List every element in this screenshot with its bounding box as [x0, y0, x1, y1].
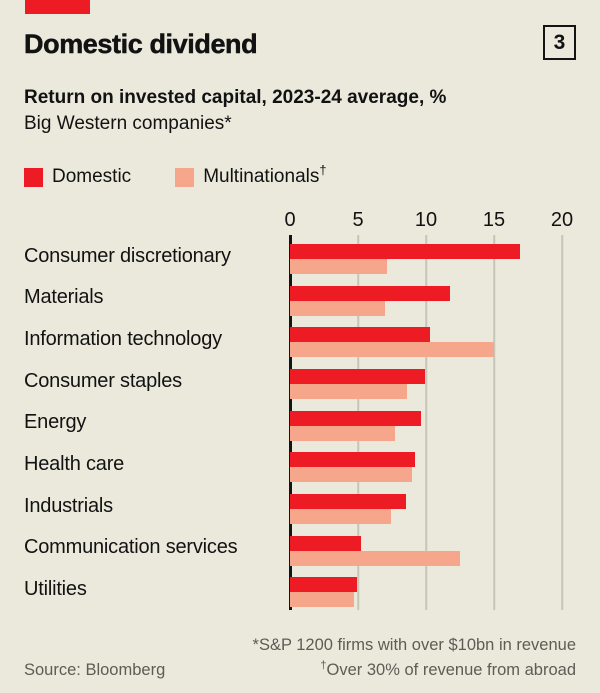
gridline	[561, 235, 563, 610]
bar-multinationals	[290, 300, 386, 316]
legend-swatch-icon	[24, 167, 43, 187]
x-axis-spacer	[24, 209, 290, 234]
table-row: Consumer discretionary	[24, 235, 576, 277]
dagger-mark: †	[320, 659, 327, 672]
footnote-2: †Over 30% of revenue from abroad	[24, 658, 576, 683]
category-label: Information technology	[24, 328, 222, 351]
bar-domestic	[290, 244, 520, 259]
source-credit: Source: Bloomberg	[24, 660, 166, 679]
legend-item-domestic: Domestic	[24, 166, 131, 188]
bar-domestic	[290, 493, 406, 509]
bar-group	[290, 485, 562, 527]
category-label: Consumer staples	[24, 369, 182, 392]
footnote-2-text: Over 30% of revenue from abroad	[326, 660, 576, 679]
bar-multinationals	[290, 342, 494, 358]
category-label: Utilities	[24, 578, 87, 601]
table-row: Health care	[24, 443, 576, 485]
subtitle-line1: Return on invested capital, 2023-24 aver…	[24, 87, 447, 108]
category-label: Materials	[24, 286, 104, 309]
subtitle-line2: Big Western companies*	[24, 113, 232, 134]
bar-group	[290, 402, 562, 444]
plot-area: Consumer discretionary Materials Informati…	[24, 235, 576, 610]
bar-multinationals	[290, 592, 354, 608]
bar-multinationals	[290, 550, 460, 566]
bar-multinationals	[290, 383, 407, 399]
legend-label: Multinationals†	[203, 162, 327, 187]
bar-domestic	[290, 285, 451, 301]
bar-group	[290, 277, 562, 319]
category-label: Communication services	[24, 536, 238, 559]
footer: *S&P 1200 firms with over $10bn in reven…	[24, 633, 576, 683]
bar-domestic	[290, 327, 431, 343]
table-row: Consumer staples	[24, 360, 576, 402]
gridline	[425, 235, 427, 610]
table-row: Information technology	[24, 318, 576, 360]
bar-multinationals	[290, 259, 387, 274]
figure-number: 3	[553, 30, 566, 54]
bar-domestic	[290, 368, 425, 384]
category-label: Consumer discretionary	[24, 244, 231, 267]
x-tick-label: 10	[414, 209, 438, 231]
bar-multinationals	[290, 467, 413, 483]
bar-group	[290, 360, 562, 402]
category-label: Industrials	[24, 494, 113, 517]
legend-item-multinationals: Multinationals†	[175, 162, 327, 188]
page-title: Domestic dividend	[24, 29, 258, 59]
bar-domestic	[290, 452, 416, 468]
bar-domestic	[290, 535, 361, 551]
header: Domestic dividend 3	[24, 25, 576, 60]
x-tick-label: 5	[352, 209, 364, 231]
bar-group	[290, 443, 562, 485]
legend: Domestic Multinationals†	[24, 162, 576, 188]
category-label: Health care	[24, 453, 125, 476]
x-tick-label: 0	[284, 209, 296, 231]
bar-group	[290, 527, 562, 569]
legend-swatch-icon	[175, 167, 195, 187]
bar-rows: Consumer discretionary Materials Informati…	[24, 235, 576, 610]
figure-number-badge: 3	[543, 25, 576, 60]
x-axis-ticks: 0 5 10 15 20	[284, 209, 573, 234]
brand-tab	[25, 0, 90, 14]
table-row: Utilities	[24, 568, 576, 610]
bar-multinationals	[290, 425, 395, 441]
legend-label: Domestic	[52, 166, 132, 187]
table-row: Communication services	[24, 527, 576, 569]
table-row: Industrials	[24, 485, 576, 527]
bar-group	[290, 318, 562, 360]
subtitle-block: Return on invested capital, 2023-24 aver…	[24, 85, 576, 137]
dagger-mark: †	[319, 162, 327, 178]
bar-domestic	[290, 410, 421, 426]
category-label: Energy	[24, 411, 87, 434]
table-row: Materials	[24, 277, 576, 319]
bar-group	[290, 235, 562, 277]
bar-group	[290, 568, 562, 610]
x-axis: 0 5 10 15 20	[24, 209, 576, 234]
x-tick-label: 20	[550, 209, 574, 231]
bar-domestic	[290, 577, 357, 593]
bar-multinationals	[290, 508, 391, 524]
x-tick-label: 15	[482, 209, 506, 231]
gridline	[493, 235, 495, 610]
table-row: Energy	[24, 402, 576, 444]
footnote-1: *S&P 1200 firms with over $10bn in reven…	[252, 635, 576, 654]
footnotes: *S&P 1200 firms with over $10bn in reven…	[24, 633, 576, 683]
